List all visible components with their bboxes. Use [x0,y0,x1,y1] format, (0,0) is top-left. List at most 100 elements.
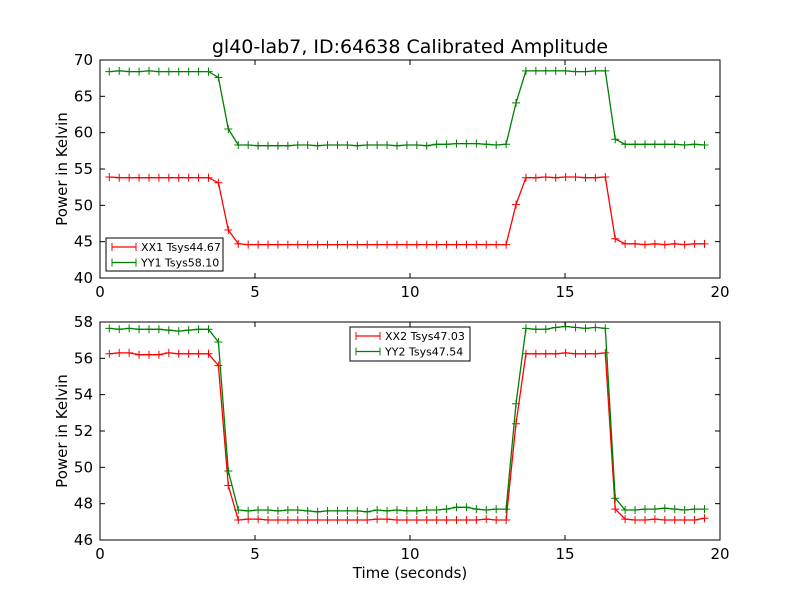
data-point [144,173,153,182]
x-tick-label: 0 [95,545,105,563]
data-point [135,350,144,359]
data-point [343,141,352,150]
y-tick-label: 50 [74,458,93,476]
data-point [224,466,233,475]
data-point [601,348,610,357]
data-point [680,141,689,150]
data-point [283,240,292,249]
data-point [670,140,679,149]
data-point [591,66,600,75]
data-point [244,141,253,150]
legend-label: YY1 Tsys58.10 [140,257,219,270]
data-point [601,324,610,333]
chart-title: gl40-lab7, ID:64638 Calibrated Amplitude [212,36,608,58]
data-point [432,506,441,515]
data-point [472,240,481,249]
y-tick-label: 52 [74,422,93,440]
data-point [492,516,501,525]
data-point [273,240,282,249]
data-point [125,173,134,182]
data-point [264,506,273,515]
data-point [502,240,511,249]
plot-frame [99,59,721,279]
data-point [601,172,610,181]
data-point [373,506,382,515]
data-point [313,240,322,249]
data-point [105,349,114,358]
data-point [343,516,352,525]
data-point [323,506,332,515]
data-point [631,506,640,515]
data-point [581,324,590,333]
legend-marker [355,347,381,356]
data-point [512,200,521,209]
data-point [611,135,620,144]
data-point [264,141,273,150]
data-point [244,515,253,524]
data-point [551,66,560,75]
data-point [303,516,312,525]
data-point [204,325,213,334]
y-axis-label: Power in Kelvin [53,374,71,488]
data-point [273,141,282,150]
data-point [591,173,600,182]
data-point [492,505,501,514]
data-point [412,506,421,515]
data-point [521,173,530,182]
data-point [611,234,620,243]
data-point [174,173,183,182]
data-point [512,419,521,428]
data-point [135,173,144,182]
data-point [700,239,709,248]
data-point [571,67,580,76]
data-point [422,506,431,515]
data-point [561,348,570,357]
data-point [472,505,481,514]
data-point [412,516,421,525]
data-point [144,325,153,334]
y-tick-label: 50 [74,196,93,214]
data-point [174,67,183,76]
data-point [512,98,521,107]
data-point [690,516,699,525]
data-point [115,325,124,334]
legend-label: XX1 Tsys44.67 [141,241,221,254]
data-point [254,506,263,515]
data-point [392,516,401,525]
data-point [214,178,223,187]
data-point [571,172,580,181]
data-point [442,140,451,149]
legend-marker [111,258,137,267]
data-point [442,505,451,514]
data-point [690,239,699,248]
data-point [194,67,203,76]
series [105,66,709,150]
data-point [194,349,203,358]
data-point [383,141,392,150]
data-point [402,506,411,515]
data-point [452,139,461,148]
y-tick-label: 40 [74,269,93,287]
data-point [422,516,431,525]
data-point [254,515,263,524]
data-point [700,514,709,523]
data-point [135,325,144,334]
data-point [422,141,431,150]
data-point [125,324,134,333]
data-point [621,506,630,515]
data-point [254,141,263,150]
data-point [333,240,342,249]
data-point [700,505,709,514]
data-point [611,505,620,514]
data-point [412,141,421,150]
data-point [323,240,332,249]
x-tick-label: 5 [250,545,260,563]
data-point [660,240,669,249]
data-point [343,240,352,249]
data-point [293,141,302,150]
data-point [412,240,421,249]
data-point [313,516,322,525]
legend-box [349,326,471,362]
data-point [462,503,471,512]
data-point [660,504,669,513]
